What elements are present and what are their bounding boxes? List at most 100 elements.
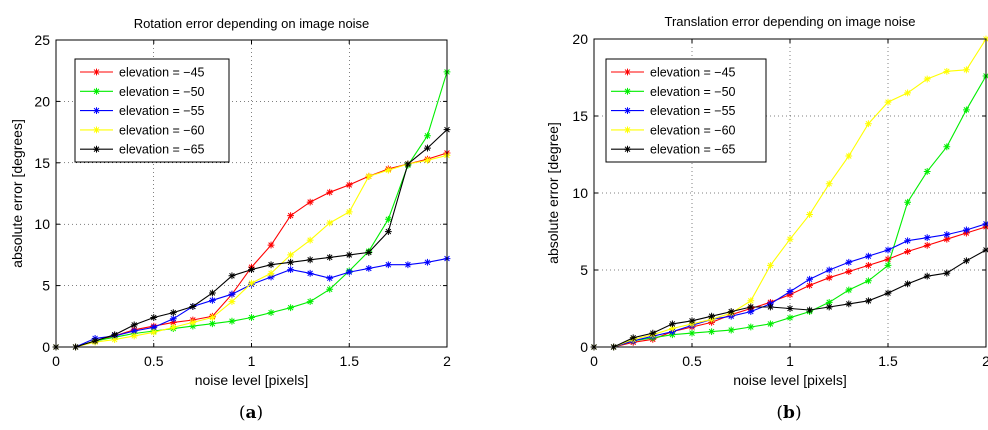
y-tick-label: 5 bbox=[580, 262, 588, 278]
data-point bbox=[904, 237, 911, 245]
y-tick-label: 5 bbox=[42, 278, 50, 294]
legend-swatch-marker bbox=[624, 145, 631, 153]
data-point bbox=[904, 89, 911, 97]
x-tick-label: 1 bbox=[786, 353, 794, 369]
chart-title: Translation error depending on image noi… bbox=[664, 14, 915, 29]
legend-swatch-marker bbox=[93, 68, 100, 76]
data-point bbox=[786, 288, 794, 295]
data-point bbox=[747, 303, 755, 311]
data-point bbox=[111, 336, 119, 344]
legend-item: elevation = −50 bbox=[80, 85, 205, 99]
y-tick-label: 0 bbox=[42, 339, 50, 355]
data-point bbox=[365, 265, 373, 272]
y-tick-label: 15 bbox=[572, 108, 588, 124]
data-point bbox=[248, 266, 255, 274]
data-point bbox=[228, 317, 236, 325]
y-tick-label: 0 bbox=[580, 339, 588, 355]
data-point bbox=[943, 235, 951, 243]
data-point bbox=[306, 298, 314, 305]
data-point bbox=[345, 268, 353, 276]
data-point bbox=[169, 323, 177, 331]
data-point bbox=[963, 226, 970, 234]
data-point bbox=[806, 275, 813, 283]
data-point bbox=[384, 261, 392, 269]
legend-label: elevation = −50 bbox=[650, 85, 736, 99]
legend-swatch-marker bbox=[93, 145, 100, 153]
data-point bbox=[326, 274, 334, 282]
legend-swatch-marker bbox=[93, 87, 100, 95]
data-point bbox=[287, 304, 294, 312]
data-point bbox=[963, 257, 970, 265]
data-point bbox=[189, 322, 197, 330]
legend-swatch-marker bbox=[93, 126, 100, 134]
data-point bbox=[267, 269, 275, 277]
data-point bbox=[169, 319, 177, 326]
x-tick-label: 1.5 bbox=[340, 353, 360, 369]
legend-label: elevation = −55 bbox=[119, 104, 205, 118]
data-point bbox=[365, 172, 373, 180]
data-point bbox=[767, 261, 774, 269]
data-point bbox=[326, 285, 334, 293]
data-point bbox=[845, 286, 853, 294]
data-point bbox=[424, 156, 431, 164]
legend-label: elevation = −65 bbox=[650, 143, 736, 157]
y-tick-label: 10 bbox=[34, 216, 50, 232]
data-point bbox=[923, 75, 931, 83]
data-point bbox=[865, 120, 872, 128]
data-point bbox=[306, 236, 314, 244]
x-tick-label: 2 bbox=[443, 353, 451, 369]
legend-item: elevation = −65 bbox=[611, 143, 736, 157]
data-point bbox=[345, 208, 353, 216]
subfigure-paren-open: ( bbox=[239, 403, 246, 423]
y-tick-label: 10 bbox=[572, 185, 588, 201]
data-point bbox=[287, 266, 294, 274]
data-point bbox=[786, 314, 794, 322]
legend-swatch-marker bbox=[624, 126, 631, 134]
legend-swatch-marker bbox=[624, 87, 631, 95]
data-point bbox=[209, 314, 216, 321]
legend-item: elevation = −45 bbox=[80, 66, 205, 80]
data-point bbox=[111, 331, 119, 339]
data-point bbox=[306, 256, 314, 264]
y-tick-label: 20 bbox=[572, 31, 588, 47]
data-point bbox=[669, 320, 676, 328]
data-point bbox=[884, 255, 892, 263]
data-point bbox=[825, 180, 833, 188]
data-point bbox=[884, 261, 892, 269]
data-point bbox=[649, 329, 657, 337]
data-point bbox=[326, 219, 334, 227]
legend-item: elevation = −55 bbox=[611, 104, 736, 118]
legend-item: elevation = −50 bbox=[611, 85, 736, 99]
x-tick-label: 0.5 bbox=[144, 353, 164, 369]
data-point bbox=[963, 66, 970, 74]
data-point bbox=[150, 314, 158, 321]
data-point bbox=[228, 290, 236, 298]
data-point bbox=[727, 326, 735, 334]
data-point bbox=[904, 248, 911, 255]
legend-item: elevation = −55 bbox=[80, 104, 205, 118]
data-point bbox=[786, 305, 794, 312]
data-point bbox=[267, 261, 275, 269]
legend-item: elevation = −45 bbox=[611, 66, 736, 80]
data-point bbox=[806, 211, 813, 218]
data-point bbox=[904, 280, 911, 288]
data-point bbox=[767, 320, 774, 328]
legend-label: elevation = −50 bbox=[119, 85, 205, 99]
data-point bbox=[845, 300, 853, 308]
subfigure-paren-open: ( bbox=[776, 403, 783, 423]
data-point bbox=[845, 268, 853, 275]
data-point bbox=[209, 320, 216, 328]
data-point bbox=[825, 266, 833, 274]
data-point bbox=[150, 323, 158, 331]
data-point bbox=[747, 297, 755, 305]
x-axis-label: noise level [pixels] bbox=[195, 372, 309, 388]
data-point bbox=[189, 319, 197, 326]
legend-label: elevation = −45 bbox=[119, 66, 205, 80]
data-point bbox=[688, 329, 696, 337]
legend-swatch-marker bbox=[624, 68, 631, 76]
x-axis-label: noise level [pixels] bbox=[733, 372, 847, 388]
legend-item: elevation = −60 bbox=[80, 123, 205, 137]
legend-item: elevation = −60 bbox=[611, 123, 736, 137]
